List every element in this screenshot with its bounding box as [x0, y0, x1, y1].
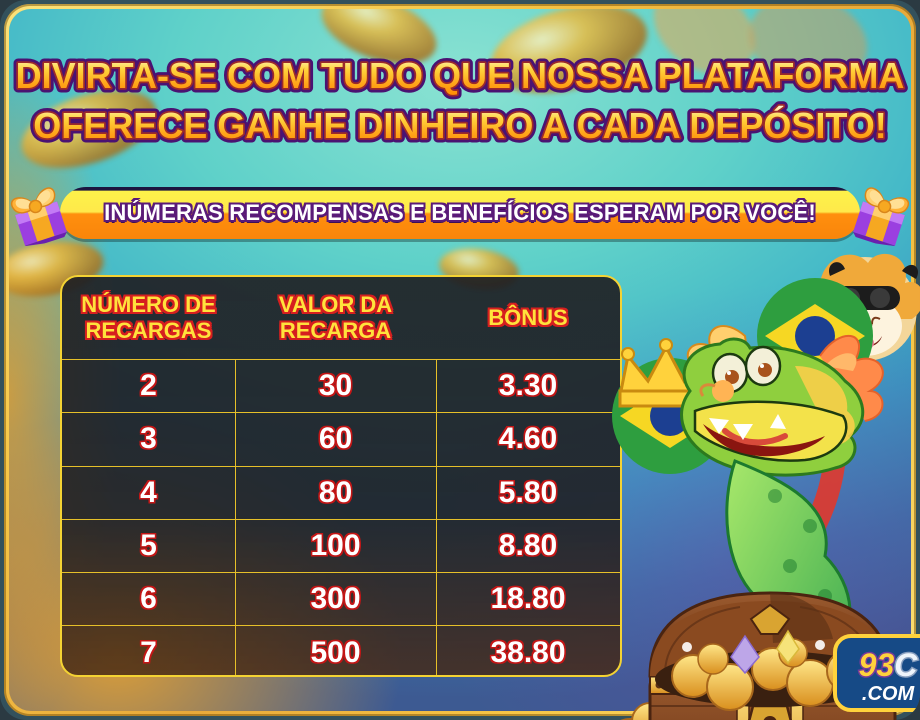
svg-text:.COM: .COM	[862, 683, 916, 705]
svg-text:93C: 93C	[859, 647, 919, 683]
svg-text:OFERECE GANHE DINHEIRO A CADA: OFERECE GANHE DINHEIRO A CADA DEPÓSITO!	[33, 104, 886, 146]
svg-text:DIVIRTA-SE COM TUDO QUE NOSSA: DIVIRTA-SE COM TUDO QUE NOSSA PLATAFORMA	[16, 55, 905, 96]
